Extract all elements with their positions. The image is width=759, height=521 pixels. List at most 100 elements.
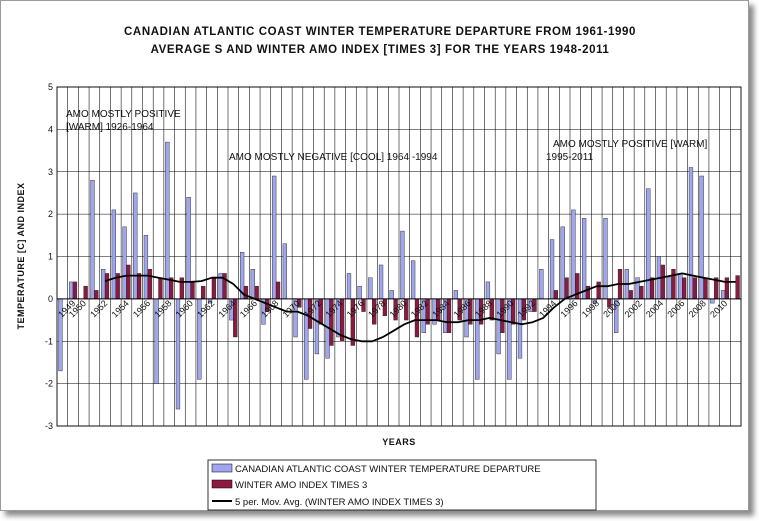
bar-temperature <box>122 226 127 300</box>
moving-average-line <box>104 272 736 343</box>
bar-temperature <box>133 192 138 300</box>
x-tick-label: 1954 <box>110 298 131 319</box>
y-tick-label: 0 <box>48 294 53 304</box>
legend-label-amo: WINTER AMO INDEX TIMES 3 <box>235 480 367 491</box>
bar-temperature <box>165 141 170 300</box>
x-tick-label: 2006 <box>665 298 686 319</box>
bar-amo <box>724 277 730 300</box>
bar-temperature <box>389 290 394 300</box>
x-tick-label: 2004 <box>644 298 665 319</box>
bar-temperature <box>378 264 384 300</box>
bar-temperature <box>368 277 373 300</box>
x-tick-label: 1956 <box>131 298 152 319</box>
legend-box <box>207 459 597 511</box>
bar-amo <box>254 285 259 300</box>
bar-temperature <box>646 188 651 300</box>
bar-temperature <box>410 260 416 300</box>
bar-temperature <box>143 235 149 300</box>
bar-amo <box>83 285 88 300</box>
annotation-cool: AMO MOSTLY NEGATIVE [COOL] 1964 -1994 <box>229 152 438 163</box>
y-tick-label: -3 <box>45 421 53 431</box>
bar-temperature <box>485 281 491 300</box>
bar-temperature <box>667 277 672 300</box>
bar-amo <box>703 277 708 300</box>
x-tick-label: 2000 <box>601 298 622 319</box>
y-tick-label: 3 <box>48 167 53 177</box>
bar-temperature <box>560 226 565 300</box>
bar-amo <box>628 290 633 300</box>
bar-amo <box>596 281 601 300</box>
x-tick-label: 2002 <box>623 298 644 319</box>
bar-temperature <box>250 269 255 300</box>
legend-label-temperature: CANADIAN ATLANTIC COAST WINTER TEMPERATU… <box>235 464 541 475</box>
bar-temperature <box>720 290 726 300</box>
bar-amo <box>190 281 195 300</box>
x-tick-label: 1994 <box>537 298 558 319</box>
bar-amo <box>564 277 569 300</box>
x-tick-label: 1952 <box>88 298 109 319</box>
y-axis-label: TEMPERATURE [C] AND INDEX <box>16 183 26 330</box>
annotation-warm-1-line2: [WARM] 1926-1964 <box>66 122 154 133</box>
y-tick-label: -2 <box>45 379 53 389</box>
y-tick-label: 2 <box>48 209 53 219</box>
bar-temperature <box>635 277 640 300</box>
legend-swatch-amo <box>211 479 233 489</box>
legend: CANADIAN ATLANTIC COAST WINTER TEMPERATU… <box>207 459 597 511</box>
bar-amo <box>136 273 142 300</box>
bar-temperature <box>272 175 277 300</box>
x-tick-label: 2008 <box>687 298 708 319</box>
annotation-warm-2-line2: 1995-2011 <box>546 152 594 163</box>
y-tick-label: -1 <box>45 336 53 346</box>
bar-amo <box>649 277 655 300</box>
bar-amo <box>660 264 665 300</box>
x-tick-label: 1998 <box>580 298 601 319</box>
bar-temperature <box>453 290 458 300</box>
legend-swatch-temperature <box>211 463 233 473</box>
chart-title-line1: CANADIAN ATLANTIC COAST WINTER TEMPERATU… <box>124 26 636 38</box>
bar-temperature <box>186 196 191 300</box>
bar-temperature <box>539 269 544 300</box>
y-tick-label: 4 <box>48 124 53 134</box>
bar-amo <box>158 277 163 300</box>
bar-amo <box>126 264 131 300</box>
bar-amo <box>671 269 676 300</box>
annotation-warm-2-line1: AMO MOSTLY POSITIVE [WARM] <box>553 139 707 150</box>
bar-temperature <box>581 218 587 300</box>
chart-title-line2: AVERAGE S AND WINTER AMO INDEX [TIMES 3]… <box>151 44 610 56</box>
y-tick-label: 5 <box>48 82 53 92</box>
bar-amo <box>692 277 697 300</box>
bar-temperature <box>688 167 694 300</box>
bar-temperature <box>710 298 715 304</box>
bar-amo <box>735 275 740 300</box>
bar-temperature <box>346 273 352 300</box>
bar-temperature <box>549 239 555 300</box>
annotation-warm-1-line1: AMO MOSTLY POSITIVE <box>66 109 181 120</box>
bar-amo <box>275 281 281 300</box>
bar-amo <box>585 285 591 300</box>
bar-temperature <box>699 175 704 300</box>
bar-temperature <box>357 285 362 300</box>
legend-label-moving-avg: 5 per. Mov. Avg. (WINTER AMO INDEX TIMES… <box>235 497 444 508</box>
bar-amo <box>682 277 687 300</box>
x-axis-label: YEARS <box>382 437 416 447</box>
bar-amo <box>179 277 184 300</box>
plot-border <box>56 86 742 427</box>
bar-temperature <box>90 180 95 300</box>
bar-temperature <box>678 273 683 300</box>
x-tick-label: 1966 <box>238 298 259 319</box>
bar-amo <box>104 273 110 300</box>
bar-temperature <box>111 209 116 300</box>
bar-temperature <box>571 209 576 300</box>
bar-amo <box>639 285 644 300</box>
bar-amo <box>553 290 559 300</box>
bar-temperature <box>400 230 405 300</box>
bar-temperature <box>282 243 287 300</box>
bar-amo <box>147 269 152 300</box>
bar-temperature <box>101 269 106 300</box>
bar-amo <box>94 290 99 300</box>
bar-amo <box>243 285 249 300</box>
bar-temperature <box>68 281 74 300</box>
bar-amo <box>72 281 78 300</box>
